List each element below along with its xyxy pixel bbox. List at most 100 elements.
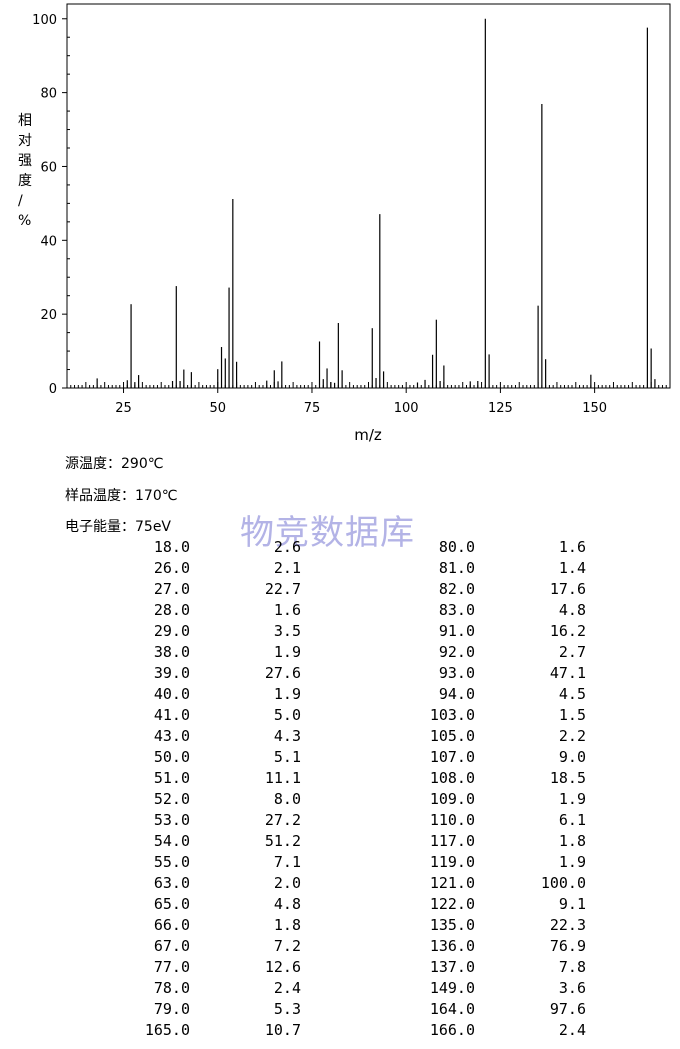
mz-value: 103.0 [429, 706, 475, 724]
table-row: 66.0 1.8 135.0 22.3 [0, 916, 680, 937]
intensity-value: 47.1 [549, 664, 586, 682]
mz-value: 82.0 [438, 580, 475, 598]
intensity-value: 5.3 [273, 1000, 301, 1018]
table-row: 51.0 11.1 108.0 18.5 [0, 769, 680, 790]
intensity-value: 1.4 [558, 559, 586, 577]
table-row: 28.0 1.6 83.0 4.8 [0, 601, 680, 622]
source-temperature: 源温度：290℃ [65, 456, 164, 472]
mz-value: 77.0 [153, 958, 190, 976]
intensity-value: 18.5 [549, 769, 586, 787]
intensity-value: 2.4 [273, 979, 301, 997]
intensity-value: 1.8 [273, 916, 301, 934]
table-row: 29.0 3.5 91.0 16.2 [0, 622, 680, 643]
mz-value: 39.0 [153, 664, 190, 682]
intensity-value: 2.2 [558, 727, 586, 745]
mz-value: 121.0 [429, 874, 475, 892]
table-row: 18.0 2.6 80.0 1.6 [0, 538, 680, 559]
sample-temperature: 样品温度：170℃ [65, 488, 178, 504]
plot-frame [66, 3, 671, 389]
intensity-value: 2.4 [558, 1021, 586, 1039]
mz-value: 83.0 [438, 601, 475, 619]
intensity-value: 22.3 [549, 916, 586, 934]
table-row: 26.0 2.1 81.0 1.4 [0, 559, 680, 580]
x-tick-label: 50 [209, 401, 226, 416]
table-row: 165.0 10.7 166.0 2.4 [0, 1021, 680, 1042]
table-row: 65.0 4.8 122.0 9.1 [0, 895, 680, 916]
mz-value: 81.0 [438, 559, 475, 577]
mz-value: 66.0 [153, 916, 190, 934]
mz-value: 108.0 [429, 769, 475, 787]
intensity-value: 1.9 [558, 790, 586, 808]
intensity-value: 4.5 [558, 685, 586, 703]
x-tick-label: 100 [394, 401, 419, 416]
x-tick-label: 25 [115, 401, 132, 416]
mz-value: 29.0 [153, 622, 190, 640]
intensity-value: 3.5 [273, 622, 301, 640]
mz-value: 41.0 [153, 706, 190, 724]
table-row: 50.0 5.1 107.0 9.0 [0, 748, 680, 769]
intensity-value: 2.7 [558, 643, 586, 661]
y-axis: 0 20 40 60 80 100 [32, 13, 67, 397]
x-axis-label: m/z [354, 426, 382, 444]
intensity-value: 2.1 [273, 559, 301, 577]
intensity-value: 1.9 [273, 643, 301, 661]
intensity-value: 7.2 [273, 937, 301, 955]
intensity-value: 7.8 [558, 958, 586, 976]
x-axis: 25 50 75 100 125 150 [115, 388, 607, 416]
mz-value: 51.0 [153, 769, 190, 787]
mz-value: 109.0 [429, 790, 475, 808]
intensity-value: 4.8 [273, 895, 301, 913]
watermark: 物竞数据库 [240, 513, 415, 553]
table-row: 43.0 4.3 105.0 2.2 [0, 727, 680, 748]
mz-value: 105.0 [429, 727, 475, 745]
mz-value: 67.0 [153, 937, 190, 955]
intensity-value: 16.2 [549, 622, 586, 640]
intensity-value: 5.1 [273, 748, 301, 766]
mz-value: 110.0 [429, 811, 475, 829]
intensity-value: 1.8 [558, 832, 586, 850]
table-row: 52.0 8.0 109.0 1.9 [0, 790, 680, 811]
table-row: 53.0 27.2 110.0 6.1 [0, 811, 680, 832]
intensity-value: 2.0 [273, 874, 301, 892]
intensity-value: 2.6 [273, 538, 301, 556]
intensity-value: 17.6 [549, 580, 586, 598]
intensity-value: 27.2 [264, 811, 301, 829]
y-tick-label: 80 [40, 87, 57, 102]
mz-value: 91.0 [438, 622, 475, 640]
mz-value: 43.0 [153, 727, 190, 745]
mz-value: 54.0 [153, 832, 190, 850]
intensity-value: 76.9 [549, 937, 586, 955]
intensity-value: 51.2 [264, 832, 301, 850]
intensity-value: 9.1 [558, 895, 586, 913]
intensity-value: 6.1 [558, 811, 586, 829]
peak-bars [96, 18, 656, 388]
mz-value: 135.0 [429, 916, 475, 934]
x-tick-label: 75 [304, 401, 321, 416]
table-row: 63.0 2.0 121.0 100.0 [0, 874, 680, 895]
mz-value: 52.0 [153, 790, 190, 808]
mz-value: 165.0 [144, 1021, 190, 1039]
electron-energy: 电子能量：75eV [65, 519, 172, 535]
intensity-value: 7.1 [273, 853, 301, 871]
mz-value: 137.0 [429, 958, 475, 976]
table-row: 27.0 22.7 82.0 17.6 [0, 580, 680, 601]
mz-value: 40.0 [153, 685, 190, 703]
mz-value: 55.0 [153, 853, 190, 871]
intensity-value: 100.0 [540, 874, 586, 892]
mz-value: 164.0 [429, 1000, 475, 1018]
mz-value: 26.0 [153, 559, 190, 577]
mz-value: 53.0 [153, 811, 190, 829]
mz-value: 27.0 [153, 580, 190, 598]
y-tick-label: 0 [49, 382, 57, 397]
y-axis-label: 相对强度/% [18, 113, 32, 229]
mz-value: 28.0 [153, 601, 190, 619]
mz-value: 122.0 [429, 895, 475, 913]
mz-value: 107.0 [429, 748, 475, 766]
intensity-value: 3.6 [558, 979, 586, 997]
table-row: 67.0 7.2 136.0 76.9 [0, 937, 680, 958]
mz-value: 92.0 [438, 643, 475, 661]
intensity-value: 1.9 [558, 853, 586, 871]
table-row: 78.0 2.4 149.0 3.6 [0, 979, 680, 1000]
intensity-value: 10.7 [264, 1021, 301, 1039]
mz-value: 65.0 [153, 895, 190, 913]
